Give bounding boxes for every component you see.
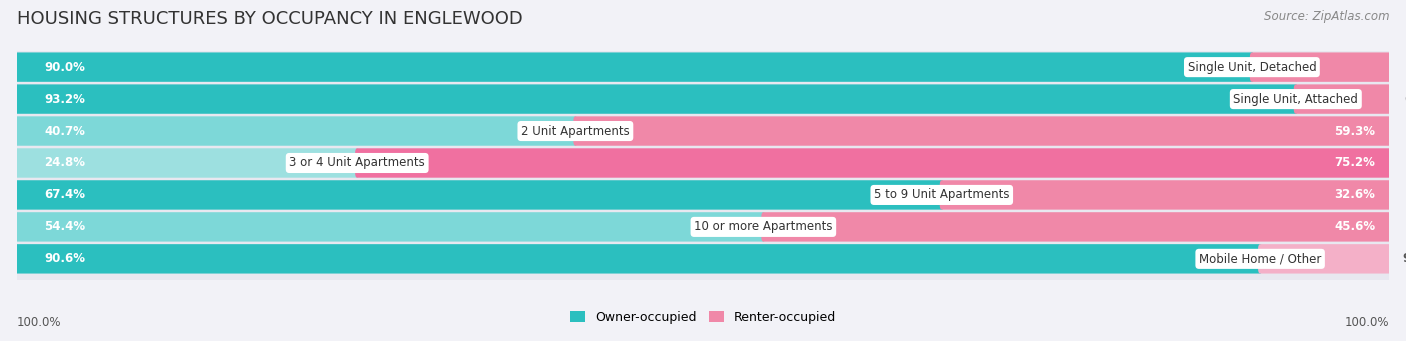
FancyBboxPatch shape bbox=[1294, 84, 1392, 114]
Legend: Owner-occupied, Renter-occupied: Owner-occupied, Renter-occupied bbox=[569, 311, 837, 324]
FancyBboxPatch shape bbox=[574, 116, 1391, 146]
FancyBboxPatch shape bbox=[356, 148, 1391, 178]
FancyBboxPatch shape bbox=[10, 228, 1396, 290]
Text: 75.2%: 75.2% bbox=[1334, 157, 1375, 169]
Text: 59.3%: 59.3% bbox=[1334, 124, 1375, 137]
Text: 90.6%: 90.6% bbox=[45, 252, 86, 265]
FancyBboxPatch shape bbox=[15, 84, 1298, 114]
FancyBboxPatch shape bbox=[15, 148, 360, 178]
Text: 6.9%: 6.9% bbox=[1405, 92, 1406, 106]
FancyBboxPatch shape bbox=[15, 53, 1254, 82]
Text: 67.4%: 67.4% bbox=[45, 189, 86, 202]
Text: 24.8%: 24.8% bbox=[45, 157, 86, 169]
FancyBboxPatch shape bbox=[10, 164, 1396, 226]
FancyBboxPatch shape bbox=[761, 212, 1391, 241]
Text: 9.4%: 9.4% bbox=[1403, 252, 1406, 265]
FancyBboxPatch shape bbox=[15, 116, 578, 146]
Text: HOUSING STRUCTURES BY OCCUPANCY IN ENGLEWOOD: HOUSING STRUCTURES BY OCCUPANCY IN ENGLE… bbox=[17, 10, 523, 28]
Text: 10 or more Apartments: 10 or more Apartments bbox=[695, 220, 832, 233]
Text: 40.7%: 40.7% bbox=[45, 124, 86, 137]
Text: Single Unit, Attached: Single Unit, Attached bbox=[1233, 92, 1358, 106]
Text: 45.6%: 45.6% bbox=[1334, 220, 1375, 233]
Text: 2 Unit Apartments: 2 Unit Apartments bbox=[522, 124, 630, 137]
Text: 90.0%: 90.0% bbox=[45, 61, 86, 74]
FancyBboxPatch shape bbox=[1250, 53, 1392, 82]
Text: Source: ZipAtlas.com: Source: ZipAtlas.com bbox=[1264, 10, 1389, 23]
FancyBboxPatch shape bbox=[10, 132, 1396, 194]
FancyBboxPatch shape bbox=[939, 180, 1391, 210]
FancyBboxPatch shape bbox=[15, 244, 1263, 273]
Text: 100.0%: 100.0% bbox=[17, 316, 62, 329]
FancyBboxPatch shape bbox=[10, 36, 1396, 98]
Text: 93.2%: 93.2% bbox=[45, 92, 86, 106]
FancyBboxPatch shape bbox=[1258, 244, 1391, 273]
FancyBboxPatch shape bbox=[10, 69, 1396, 130]
Text: Single Unit, Detached: Single Unit, Detached bbox=[1188, 61, 1316, 74]
Text: 54.4%: 54.4% bbox=[45, 220, 86, 233]
Text: 32.6%: 32.6% bbox=[1334, 189, 1375, 202]
Text: 3 or 4 Unit Apartments: 3 or 4 Unit Apartments bbox=[290, 157, 425, 169]
Text: 10.1%: 10.1% bbox=[1405, 61, 1406, 74]
FancyBboxPatch shape bbox=[15, 180, 943, 210]
FancyBboxPatch shape bbox=[10, 196, 1396, 257]
Text: 100.0%: 100.0% bbox=[1344, 316, 1389, 329]
FancyBboxPatch shape bbox=[10, 100, 1396, 162]
Text: 5 to 9 Unit Apartments: 5 to 9 Unit Apartments bbox=[875, 189, 1010, 202]
FancyBboxPatch shape bbox=[15, 212, 765, 241]
Text: Mobile Home / Other: Mobile Home / Other bbox=[1199, 252, 1322, 265]
